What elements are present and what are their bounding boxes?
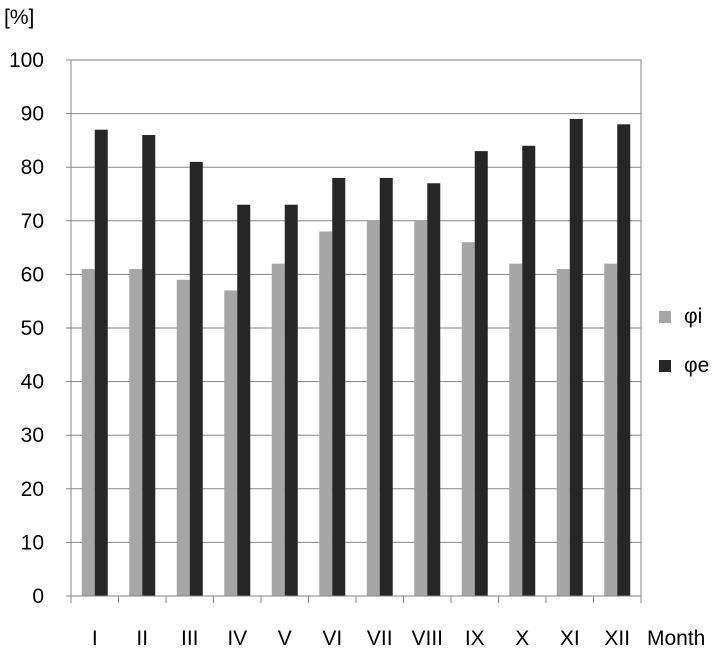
y-tick-label-10: 10 xyxy=(21,531,44,554)
bar-phi-i-I xyxy=(81,269,95,596)
y-tick-label-70: 70 xyxy=(21,210,44,233)
y-tick-label-30: 30 xyxy=(21,424,44,447)
x-tick-label-II: II xyxy=(136,627,148,650)
y-tick-label-0: 0 xyxy=(32,585,44,608)
bars xyxy=(81,118,631,597)
bar-phi-e-II xyxy=(142,135,156,597)
bar-phi-i-II xyxy=(129,269,143,596)
x-tick-label-X: X xyxy=(515,627,529,650)
bar-phi-i-IX xyxy=(461,242,475,597)
bar-phi-e-X xyxy=(522,145,536,596)
x-tick-label-IX: IX xyxy=(465,627,485,650)
x-tick-label-XII: XII xyxy=(604,627,630,650)
bar-phi-i-XII xyxy=(604,263,618,596)
bar-phi-e-XI xyxy=(569,118,583,597)
bar-phi-i-III xyxy=(176,279,190,596)
y-tick-label-60: 60 xyxy=(21,263,44,286)
bar-phi-e-VIII xyxy=(427,183,441,596)
bar-phi-e-III xyxy=(189,161,203,596)
y-tick-label-20: 20 xyxy=(21,478,44,501)
y-axis-ticks: 0 10 20 30 40 50 60 70 80 90 100 xyxy=(9,49,71,608)
y-tick-label-80: 80 xyxy=(21,156,44,179)
x-tick-label-VI: VI xyxy=(322,627,342,650)
bar-phi-i-VI xyxy=(319,231,333,596)
x-tick-label-IV: IV xyxy=(227,627,247,650)
bar-phi-i-V xyxy=(271,263,285,596)
bar-phi-i-X xyxy=(509,263,523,596)
y-tick-label-100: 100 xyxy=(9,49,44,72)
legend-swatch-phi-i xyxy=(659,311,671,323)
y-axis-label: [%] xyxy=(4,6,34,29)
bar-phi-i-XI xyxy=(556,269,570,596)
x-axis-label: Month xyxy=(647,627,705,650)
bar-phi-e-VI xyxy=(332,177,346,597)
gridlines xyxy=(71,113,641,543)
bar-phi-e-XII xyxy=(617,124,631,596)
y-tick-label-90: 90 xyxy=(21,103,44,126)
bar-phi-e-VII xyxy=(379,177,393,597)
y-tick-label-50: 50 xyxy=(21,317,44,340)
bar-phi-e-IV xyxy=(237,204,251,596)
bar-phi-i-IV xyxy=(224,290,238,596)
legend-swatch-phi-e xyxy=(659,360,671,372)
x-tick-label-XI: XI xyxy=(560,627,580,650)
y-tick-label-40: 40 xyxy=(21,371,44,394)
legend-label-phi-e: φe xyxy=(684,354,709,377)
x-tick-label-VII: VII xyxy=(367,627,393,650)
x-tick-label-I: I xyxy=(92,627,98,650)
x-tick-label-VIII: VIII xyxy=(411,627,443,650)
bar-phi-e-V xyxy=(284,204,298,596)
x-axis-ticks: I II III IV V VI VII VIII IX X XI XII xyxy=(70,596,642,650)
bar-phi-e-IX xyxy=(474,151,488,596)
legend-label-phi-i: φi xyxy=(684,305,702,328)
bar-phi-e-I xyxy=(94,129,108,596)
legend: φi φe xyxy=(659,305,709,377)
bar-phi-i-VII xyxy=(366,220,380,597)
x-tick-label-V: V xyxy=(278,627,292,650)
bar-phi-i-VIII xyxy=(414,220,428,597)
x-tick-label-III: III xyxy=(181,627,199,650)
